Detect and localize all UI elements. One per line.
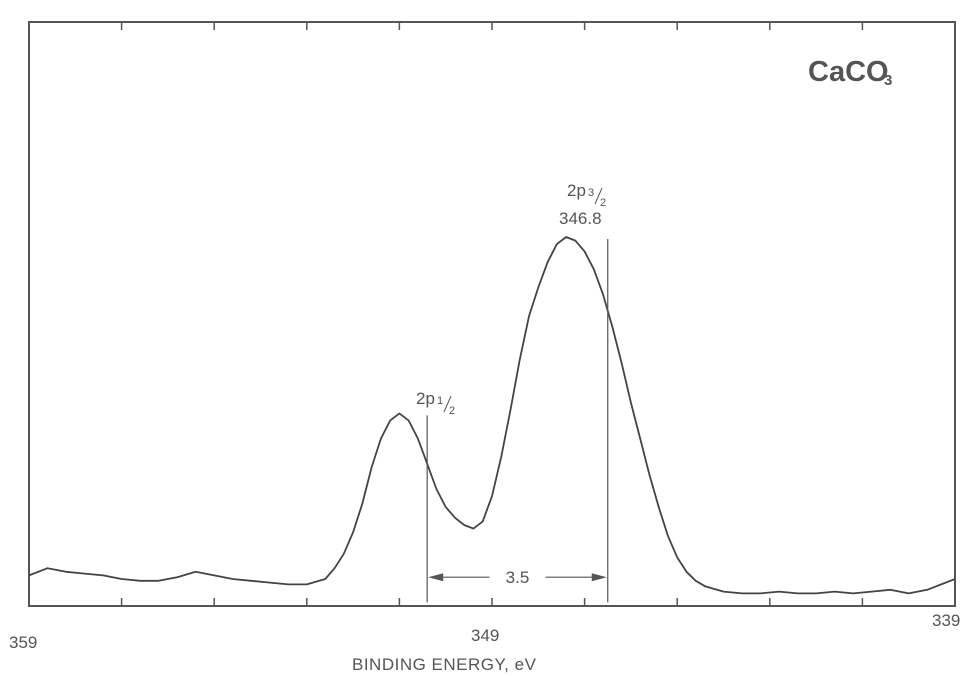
peak-2p3-2-frac-slash — [594, 187, 603, 205]
peak-2p3-2-frac-den: 2 — [600, 197, 606, 209]
x-axis-ticks — [28, 22, 956, 606]
peak-2p3-2-label: 2p 3 2 346.8 — [559, 181, 606, 228]
peak-2p1-2-frac-slash — [443, 395, 452, 413]
x-tick-label-339: 339 — [932, 611, 960, 630]
plot-frame — [28, 21, 956, 607]
chart-title-main: CaCO — [808, 56, 889, 88]
peak-2p1-2-label: 2p 1 2 — [416, 389, 455, 417]
chart-title: CaCO 3 — [808, 56, 892, 89]
peak-2p1-2-prefix: 2p — [416, 389, 435, 408]
separation-annotation: 3.5 — [428, 568, 607, 587]
peak-2p1-2-frac-num: 1 — [437, 395, 443, 407]
x-axis-label: BINDING ENERGY, eV — [352, 655, 537, 674]
chart-title-subscript: 3 — [884, 72, 892, 89]
separation-label: 3.5 — [506, 568, 530, 587]
separation-arrowhead-right — [591, 573, 607, 582]
x-tick-label-359: 359 — [9, 633, 37, 652]
separation-arrowhead-left — [428, 573, 444, 582]
peak-2p3-2-frac-num: 3 — [588, 187, 594, 199]
peak-2p3-2-prefix: 2p — [567, 181, 586, 200]
peak-2p3-2-value: 346.8 — [559, 209, 602, 228]
x-tick-label-349: 349 — [471, 626, 499, 645]
spectrum-line — [28, 236, 956, 595]
peak-2p1-2-frac-den: 2 — [449, 405, 455, 417]
